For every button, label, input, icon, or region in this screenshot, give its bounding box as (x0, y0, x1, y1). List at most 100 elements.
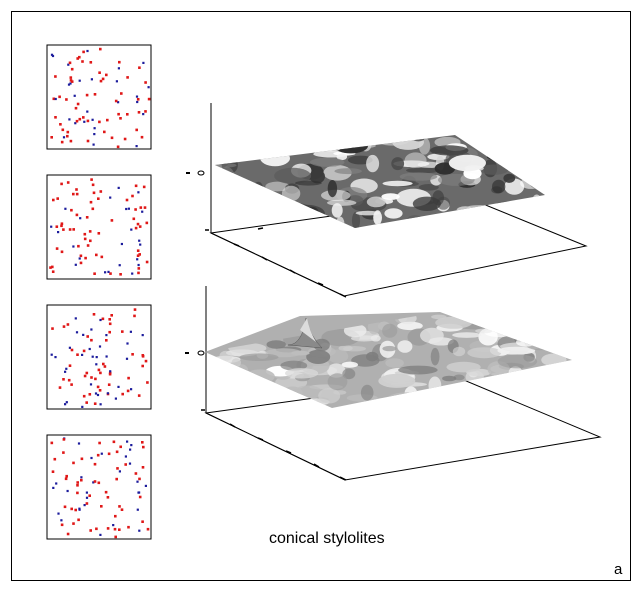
red-point (144, 110, 147, 113)
red-point (81, 60, 84, 63)
red-point (131, 353, 134, 356)
blue-point (95, 363, 98, 366)
surface-patch (479, 164, 509, 175)
red-point (141, 466, 145, 469)
surface-patch (486, 153, 527, 161)
surface-patch (452, 346, 466, 357)
surface-patch (246, 377, 255, 391)
surface-patch (478, 391, 505, 397)
surface-patch (520, 177, 542, 189)
blue-point (138, 239, 141, 242)
red-point (65, 474, 68, 478)
red-point (52, 198, 55, 202)
blue-point (50, 53, 54, 56)
blue-point (99, 318, 102, 322)
blue-point (72, 245, 75, 248)
surface-patch (295, 180, 322, 186)
surface-patch (253, 181, 264, 197)
red-point (60, 224, 63, 228)
red-point (115, 450, 119, 454)
surface-patch (235, 396, 268, 401)
surface-patch (303, 143, 337, 150)
surface-patch (360, 384, 374, 401)
surface-patch (352, 137, 362, 144)
red-point (66, 323, 70, 326)
blue-point (137, 491, 140, 494)
red-point (116, 467, 119, 470)
red-point (70, 507, 73, 511)
red-point (79, 254, 83, 258)
red-point (83, 374, 87, 378)
surface-patch (266, 340, 286, 349)
surface-patch (351, 211, 361, 228)
blue-point (90, 78, 93, 81)
surface-patch (254, 201, 265, 211)
red-point (137, 394, 141, 397)
surface-patch (318, 388, 341, 404)
surface-patch (498, 373, 512, 383)
red-point (141, 364, 144, 368)
surface-patch (205, 385, 220, 402)
surface-patch (384, 208, 403, 219)
surface-patch (475, 393, 506, 400)
surface-patch (535, 379, 572, 396)
surface-patch (334, 168, 362, 175)
red-point (52, 97, 56, 101)
red-point (147, 97, 151, 101)
surface-patch (366, 154, 380, 173)
point-map-column (46, 44, 152, 540)
red-point (98, 389, 102, 392)
surface-patch (217, 221, 233, 228)
red-point (101, 317, 105, 321)
red-point (89, 529, 92, 532)
red-point (80, 478, 83, 482)
surface-patch (223, 213, 246, 219)
surface-patch (428, 376, 442, 395)
surface-patch (524, 159, 545, 175)
red-point (93, 462, 97, 466)
red-point (138, 495, 142, 499)
red-point (62, 378, 65, 381)
blue-point (137, 263, 140, 267)
red-point (106, 118, 109, 122)
red-point (92, 191, 96, 195)
red-point (78, 117, 82, 121)
surface-patch (219, 350, 233, 361)
red-point (108, 372, 112, 376)
blue-point (136, 480, 139, 483)
blue-point (65, 401, 68, 404)
surface-patch (381, 193, 400, 201)
red-point (96, 453, 100, 457)
red-point (117, 112, 120, 116)
surface-patch (283, 203, 313, 220)
blue-point (89, 383, 93, 386)
surface-patch (212, 370, 234, 377)
red-point (85, 216, 89, 219)
red-point (99, 190, 103, 193)
red-point (74, 508, 77, 512)
surface-patch (252, 141, 277, 150)
blue-point (117, 385, 120, 388)
red-point (134, 472, 138, 475)
surface-patch (404, 386, 418, 401)
red-point (136, 254, 140, 257)
surface-patch (430, 347, 440, 366)
surface-patch (475, 328, 493, 334)
surface-patch (418, 184, 439, 191)
blue-point (90, 456, 93, 460)
surface-patch (412, 135, 425, 142)
surface-patch (265, 135, 297, 144)
blue-point (129, 448, 132, 451)
blue-point (136, 508, 139, 511)
blue-point (124, 455, 127, 458)
blue-point (80, 476, 83, 479)
red-point (58, 386, 62, 389)
blue-point (75, 331, 79, 334)
blue-point (66, 489, 69, 493)
red-point (118, 60, 121, 64)
red-point (127, 525, 130, 529)
surface-patch (517, 149, 531, 167)
red-point (83, 237, 87, 241)
surface-patch (215, 207, 246, 212)
red-point (89, 200, 93, 204)
